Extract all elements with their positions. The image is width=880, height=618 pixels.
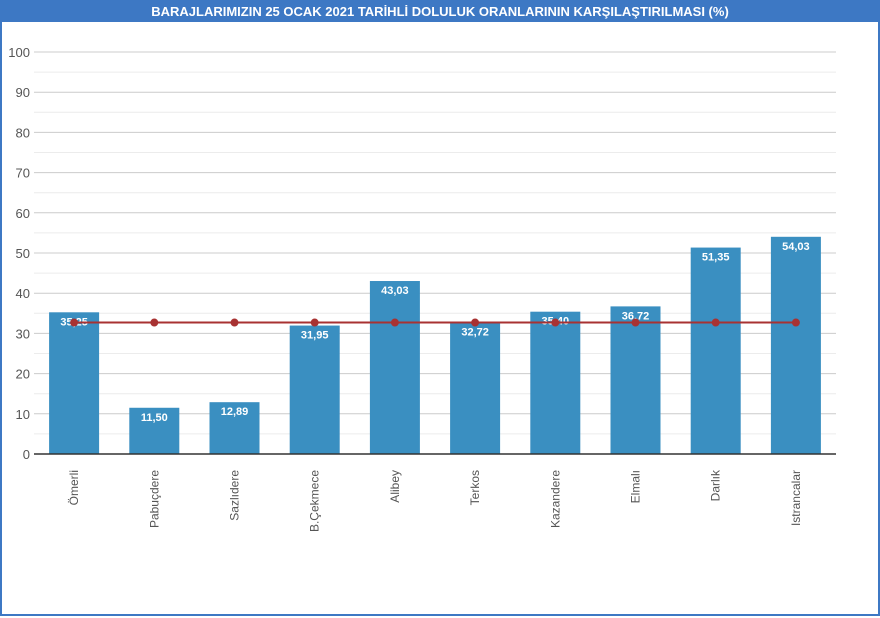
bar <box>209 402 260 454</box>
y-tick-label: 40 <box>16 286 30 301</box>
y-tick-label: 60 <box>16 206 30 221</box>
data-label: 36,72 <box>622 310 650 322</box>
x-tick-label: B.Çekmece <box>308 470 322 532</box>
x-tick-label: Darlık <box>709 469 723 501</box>
data-label: 31,95 <box>301 330 329 342</box>
x-tick-label: Istrancalar <box>789 470 803 526</box>
y-tick-label: 100 <box>8 45 30 60</box>
data-label: 12,89 <box>221 406 249 418</box>
reference-point <box>150 318 159 327</box>
y-tick-label: 0 <box>23 447 30 462</box>
reference-point <box>390 318 399 327</box>
chart-title: BARAJLARIMIZIN 25 OCAK 2021 TARİHLİ DOLU… <box>0 0 880 22</box>
y-tick-label: 20 <box>16 367 30 382</box>
y-tick-label: 80 <box>16 125 30 140</box>
x-tick-label: Terkos <box>468 470 482 505</box>
y-tick-label: 70 <box>16 166 30 181</box>
y-tick-label: 50 <box>16 246 30 261</box>
data-label: 32,72 <box>461 326 489 338</box>
y-tick-label: 10 <box>16 407 30 422</box>
bar <box>289 325 340 454</box>
x-tick-label: Alibey <box>388 470 402 503</box>
bar <box>610 306 661 454</box>
data-label: 51,35 <box>702 252 730 264</box>
reference-point <box>711 318 720 327</box>
bar <box>49 312 100 454</box>
bar <box>369 281 420 454</box>
x-tick-label: Sazlıdere <box>228 470 242 521</box>
reference-point <box>310 318 319 327</box>
bar <box>690 247 741 454</box>
bar <box>129 407 180 454</box>
x-tick-label: Pabuçdere <box>147 470 161 528</box>
x-tick-label: Kazandere <box>548 470 562 528</box>
data-label: 43,03 <box>381 285 409 297</box>
reference-point <box>631 318 640 327</box>
y-tick-label: 90 <box>16 85 30 100</box>
reference-point <box>471 318 480 327</box>
bar <box>770 236 821 454</box>
x-tick-label: Elmalı <box>629 470 643 503</box>
data-label: 54,03 <box>782 241 810 253</box>
reference-point <box>70 318 79 327</box>
data-label: 11,50 <box>141 412 168 424</box>
bar <box>530 311 581 454</box>
x-tick-label: Ömerli <box>67 470 81 505</box>
reference-point <box>791 318 800 327</box>
reference-point <box>230 318 239 327</box>
bar <box>450 322 501 454</box>
reference-point <box>551 318 560 327</box>
y-tick-label: 30 <box>16 326 30 341</box>
